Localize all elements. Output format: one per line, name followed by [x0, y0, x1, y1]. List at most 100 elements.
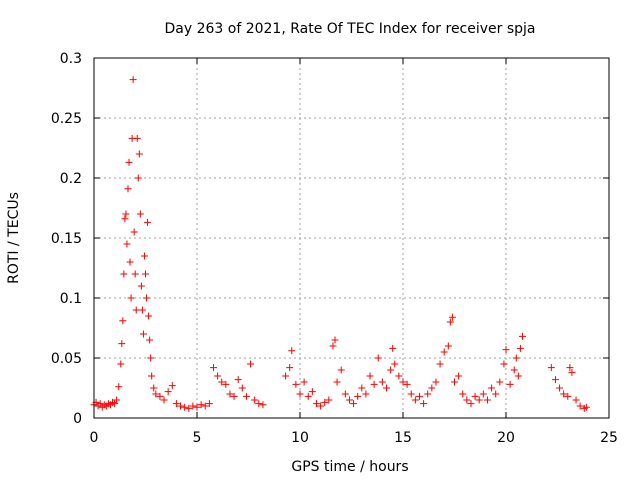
data-point [205, 400, 213, 408]
data-point [366, 372, 374, 380]
data-point [337, 366, 345, 374]
data-point [131, 270, 139, 278]
data-point [134, 174, 142, 182]
data-point [251, 396, 259, 404]
data-point [399, 378, 407, 386]
data-point [144, 218, 152, 226]
data-point [572, 396, 580, 404]
data-point [321, 398, 329, 406]
data-point [312, 400, 320, 408]
data-point [496, 378, 504, 386]
data-point [288, 347, 296, 355]
y-tick-label: 0.05 [51, 351, 82, 367]
data-point [122, 210, 130, 218]
data-point [148, 372, 156, 380]
data-point [135, 150, 143, 158]
x-axis-label: GPS time / hours [291, 459, 408, 475]
data-point [436, 360, 444, 368]
data-point [475, 396, 483, 404]
data-point [516, 344, 524, 352]
data-point [547, 364, 555, 372]
data-point [142, 270, 149, 278]
data-point [387, 366, 395, 374]
data-point [172, 400, 180, 408]
data-point [308, 388, 316, 396]
data-point [560, 390, 568, 398]
data-point [247, 360, 255, 368]
data-point [120, 270, 128, 278]
data-point [214, 372, 222, 380]
data-point [389, 344, 397, 352]
data-point [502, 346, 510, 354]
data-point [317, 402, 325, 410]
data-point [479, 390, 487, 398]
data-point [463, 396, 471, 404]
data-point [234, 376, 242, 384]
data-point [238, 384, 246, 392]
y-axis-label: ROTI / TECUs [6, 192, 22, 284]
y-tick-label: 0.2 [60, 171, 82, 187]
data-point [459, 390, 467, 398]
y-tick-label: 0.15 [51, 231, 82, 247]
plot-frame [93, 57, 610, 419]
data-point [119, 317, 127, 325]
data-point [296, 390, 304, 398]
y-tick-label: 0.1 [60, 291, 82, 307]
data-point [374, 354, 382, 362]
data-point [415, 392, 423, 400]
data-point [152, 390, 160, 398]
data-point [201, 402, 209, 410]
data-point [113, 396, 121, 404]
data-point [391, 360, 399, 368]
y-tick-labels: 0 0.05 0.1 0.15 0.2 0.25 0.3 [51, 51, 82, 427]
data-point [146, 336, 154, 344]
data-point [362, 390, 370, 398]
data-point [510, 366, 518, 374]
data-point [138, 306, 146, 314]
x-tick-label: 0 [90, 430, 99, 446]
data-point [370, 380, 378, 388]
data-point [467, 400, 475, 408]
data-point [147, 354, 155, 362]
data-point [518, 332, 526, 340]
data-point [411, 396, 419, 404]
data-point [566, 364, 574, 372]
data-point [132, 306, 140, 314]
data-point [333, 378, 341, 386]
data-point [226, 390, 234, 398]
data-point [259, 401, 267, 409]
data-point [451, 378, 458, 386]
data-point [117, 360, 125, 368]
data-point [96, 400, 104, 408]
data-point [407, 390, 415, 398]
data-point [156, 392, 164, 400]
chart-title: Day 263 of 2021, Rate Of TEC Index for r… [164, 21, 535, 37]
data-point [556, 384, 564, 392]
data-point [424, 390, 432, 398]
data-point [500, 360, 508, 368]
data-point [222, 380, 230, 388]
x-tick-label: 5 [193, 430, 202, 446]
data-point [125, 158, 133, 166]
data-point [350, 400, 358, 408]
data-point [145, 312, 153, 320]
data-point [218, 378, 226, 386]
data-point [448, 313, 456, 321]
data-point [242, 392, 250, 400]
data-point [329, 342, 337, 350]
data-point [189, 402, 197, 410]
data-point [129, 76, 137, 84]
x-tick-label: 20 [497, 430, 515, 446]
tick-marks [93, 57, 610, 419]
data-point [115, 383, 123, 391]
data-point [118, 340, 126, 348]
data-point [492, 390, 500, 398]
data-point [127, 294, 135, 302]
data-point [164, 388, 172, 396]
data-point [455, 372, 463, 380]
y-tick-label: 0.3 [60, 51, 82, 67]
data-point [512, 354, 520, 362]
data-point [255, 400, 263, 408]
data-point [140, 252, 148, 260]
